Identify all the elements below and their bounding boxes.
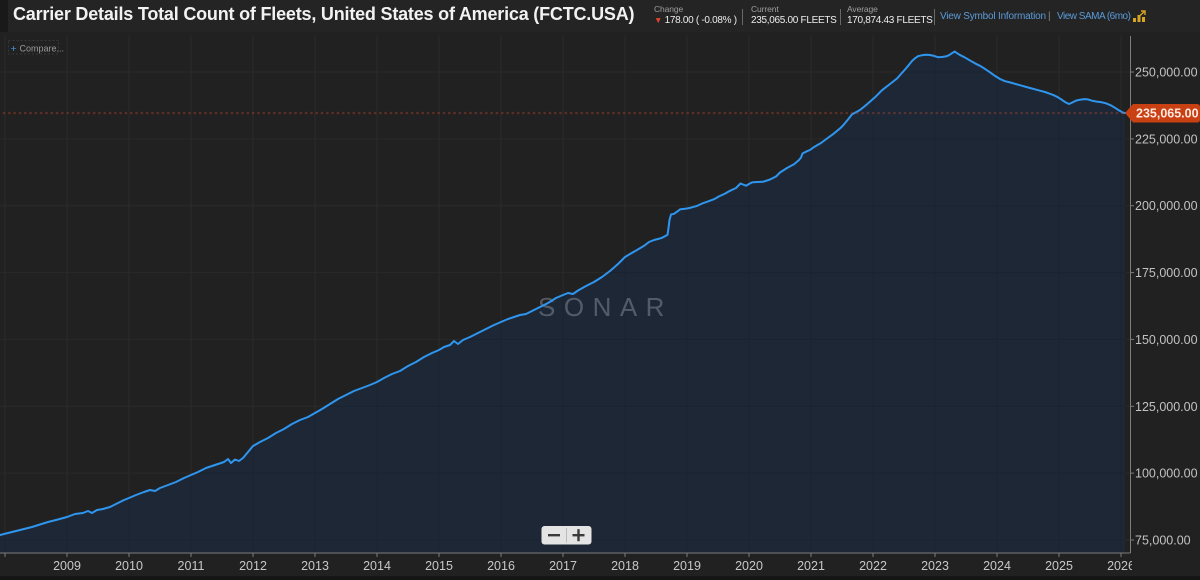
svg-text:235,065.00: 235,065.00 bbox=[1136, 107, 1199, 121]
svg-text:2018: 2018 bbox=[611, 559, 639, 573]
svg-text:125,000.00: 125,000.00 bbox=[1135, 400, 1198, 414]
svg-text:+: + bbox=[11, 43, 17, 55]
svg-text:100,000.00: 100,000.00 bbox=[1135, 467, 1198, 481]
svg-text:2026: 2026 bbox=[1107, 559, 1135, 573]
svg-text:2023: 2023 bbox=[921, 559, 949, 573]
svg-text:2011: 2011 bbox=[178, 559, 205, 573]
svg-text:2024: 2024 bbox=[983, 559, 1011, 573]
svg-text:2017: 2017 bbox=[549, 559, 577, 573]
svg-text:2009: 2009 bbox=[53, 559, 81, 573]
svg-text:2010: 2010 bbox=[115, 559, 143, 573]
svg-text:2020: 2020 bbox=[735, 559, 763, 573]
svg-text:2016: 2016 bbox=[487, 559, 515, 573]
svg-text:75,000.00: 75,000.00 bbox=[1135, 534, 1191, 548]
svg-text:2019: 2019 bbox=[673, 559, 701, 573]
svg-text:200,000.00: 200,000.00 bbox=[1135, 199, 1198, 213]
svg-text:2013: 2013 bbox=[301, 559, 329, 573]
svg-text:2015: 2015 bbox=[425, 559, 453, 573]
svg-text:2012: 2012 bbox=[239, 559, 267, 573]
svg-text:2022: 2022 bbox=[859, 559, 887, 573]
svg-text:2021: 2021 bbox=[797, 559, 825, 573]
svg-text:250,000.00: 250,000.00 bbox=[1135, 66, 1198, 80]
svg-text:225,000.00: 225,000.00 bbox=[1135, 132, 1198, 146]
svg-text:2014: 2014 bbox=[363, 559, 391, 573]
svg-text:150,000.00: 150,000.00 bbox=[1135, 333, 1198, 347]
svg-text:175,000.00: 175,000.00 bbox=[1135, 266, 1198, 280]
svg-text:Compare...: Compare... bbox=[20, 43, 65, 53]
svg-text:2025: 2025 bbox=[1045, 559, 1073, 573]
